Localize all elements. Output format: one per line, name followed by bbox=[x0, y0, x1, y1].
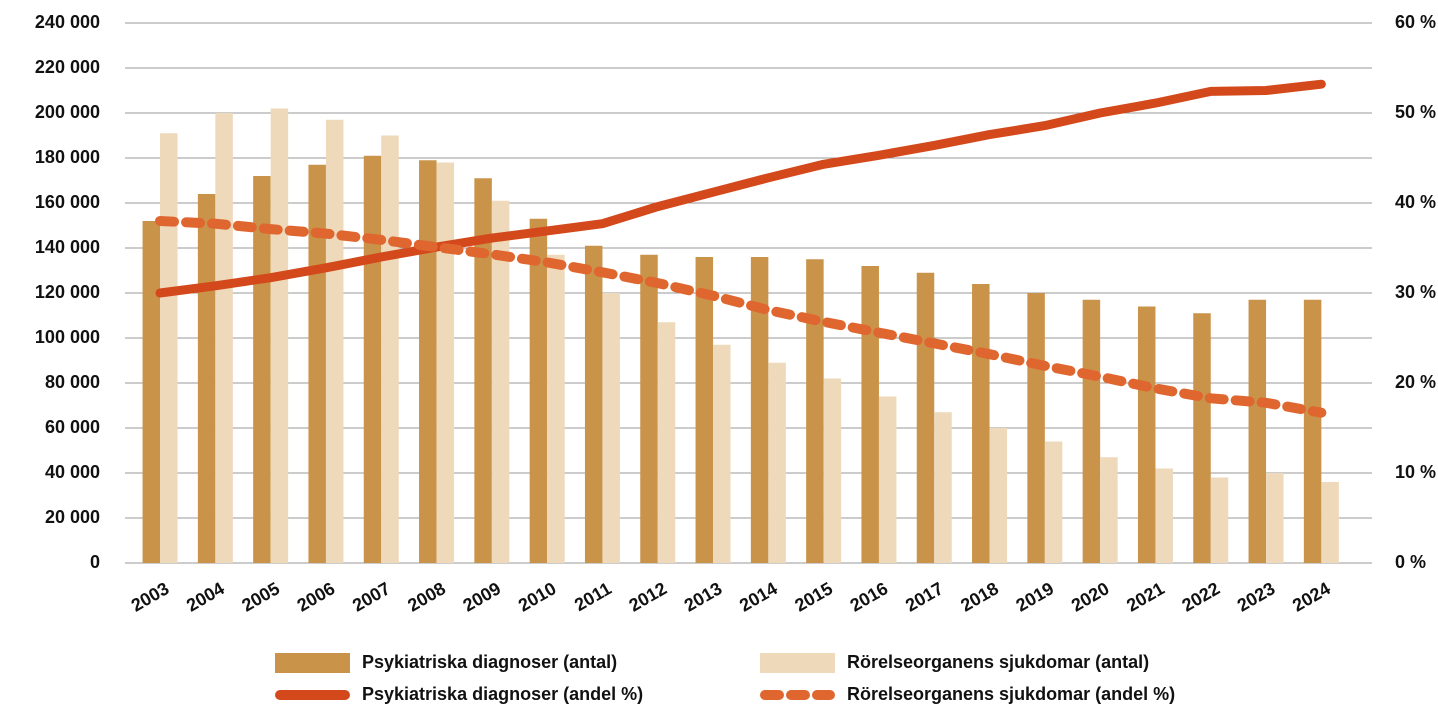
bar bbox=[1193, 313, 1211, 563]
x-tick-label: 2014 bbox=[736, 578, 781, 615]
bar bbox=[878, 396, 897, 563]
x-tick-label: 2005 bbox=[238, 578, 283, 615]
bar bbox=[1248, 299, 1267, 563]
bar bbox=[529, 218, 548, 563]
legend-swatch bbox=[275, 653, 350, 673]
bar bbox=[584, 245, 603, 563]
bar bbox=[916, 272, 935, 563]
y2-tick-label: 0 % bbox=[1395, 552, 1426, 572]
bar bbox=[308, 164, 326, 563]
bar bbox=[1044, 441, 1063, 563]
x-tick-label: 2016 bbox=[847, 578, 892, 615]
y2-tick-label: 60 % bbox=[1395, 12, 1436, 32]
y2-tick-label: 10 % bbox=[1395, 462, 1436, 482]
y-tick-label: 40 000 bbox=[45, 462, 100, 482]
legend-label: Psykiatriska diagnoser (andel %) bbox=[362, 684, 643, 704]
bar bbox=[270, 108, 289, 563]
y-tick-label: 0 bbox=[90, 552, 100, 572]
x-tick-label: 2020 bbox=[1068, 578, 1113, 615]
bar bbox=[640, 254, 658, 563]
y-tick-label: 180 000 bbox=[35, 147, 100, 167]
bar bbox=[1210, 477, 1229, 563]
bar bbox=[381, 135, 399, 563]
bar bbox=[160, 133, 178, 563]
y-tick-label: 80 000 bbox=[45, 372, 100, 392]
bar bbox=[768, 362, 786, 563]
bar bbox=[1100, 457, 1118, 563]
x-tick-label: 2008 bbox=[404, 578, 449, 615]
x-tick-label: 2019 bbox=[1013, 578, 1058, 615]
legend-label: Rörelseorganens sjukdomar (antal) bbox=[847, 652, 1149, 672]
legend-label: Psykiatriska diagnoser (antal) bbox=[362, 652, 617, 672]
bar bbox=[142, 221, 161, 563]
bar bbox=[197, 194, 216, 563]
x-tick-label: 2007 bbox=[349, 578, 394, 615]
bar bbox=[1266, 473, 1284, 563]
bar bbox=[861, 266, 879, 563]
bar bbox=[934, 412, 952, 563]
y-tick-label: 100 000 bbox=[35, 327, 100, 347]
bar bbox=[215, 113, 233, 563]
y2-tick-label: 40 % bbox=[1395, 192, 1436, 212]
x-tick-label: 2006 bbox=[294, 578, 339, 615]
bar bbox=[547, 254, 565, 563]
y-tick-label: 60 000 bbox=[45, 417, 100, 437]
legend-swatch bbox=[760, 653, 835, 673]
bar bbox=[419, 160, 437, 563]
bar bbox=[363, 155, 382, 563]
x-tick-label: 2012 bbox=[625, 578, 670, 615]
y2-tick-label: 20 % bbox=[1395, 372, 1436, 392]
x-tick-label: 2018 bbox=[957, 578, 1002, 615]
x-tick-label: 2023 bbox=[1234, 578, 1279, 615]
bar bbox=[325, 119, 344, 563]
bar bbox=[806, 259, 824, 563]
bar bbox=[713, 344, 731, 563]
x-tick-label: 2021 bbox=[1123, 578, 1168, 615]
bar bbox=[1137, 306, 1156, 563]
bar bbox=[989, 428, 1008, 563]
x-tick-label: 2015 bbox=[791, 578, 836, 615]
bar bbox=[1303, 299, 1322, 563]
x-tick-label: 2017 bbox=[902, 578, 947, 615]
x-tick-label: 2024 bbox=[1289, 578, 1334, 615]
bar bbox=[436, 162, 455, 563]
x-tick-label: 2013 bbox=[681, 578, 726, 615]
line bbox=[155, 216, 1327, 418]
x-tick-label: 2009 bbox=[460, 578, 505, 615]
bar bbox=[657, 322, 676, 563]
x-tick-label: 2022 bbox=[1178, 578, 1223, 615]
bar bbox=[1027, 293, 1045, 563]
y2-tick-label: 50 % bbox=[1395, 102, 1436, 122]
bar bbox=[602, 293, 620, 563]
x-tick-label: 2011 bbox=[571, 578, 615, 615]
bar bbox=[750, 257, 769, 563]
y-tick-label: 20 000 bbox=[45, 507, 100, 527]
bar bbox=[823, 378, 842, 563]
y-tick-label: 200 000 bbox=[35, 102, 100, 122]
y-tick-label: 160 000 bbox=[35, 192, 100, 212]
bar bbox=[1155, 468, 1173, 563]
bar bbox=[491, 200, 510, 563]
bar bbox=[474, 178, 492, 563]
y2-tick-label: 30 % bbox=[1395, 282, 1436, 302]
x-tick-label: 2010 bbox=[515, 578, 560, 615]
x-tick-label: 2003 bbox=[128, 578, 173, 615]
y-tick-label: 220 000 bbox=[35, 57, 100, 77]
y-tick-label: 140 000 bbox=[35, 237, 100, 257]
bar bbox=[695, 257, 714, 563]
bar bbox=[972, 284, 990, 563]
bar bbox=[1082, 299, 1101, 563]
y-tick-label: 120 000 bbox=[35, 282, 100, 302]
line bbox=[155, 79, 1326, 298]
bar bbox=[1321, 482, 1339, 563]
x-tick-label: 2004 bbox=[183, 578, 228, 615]
bar bbox=[253, 176, 271, 563]
legend-label: Rörelseorganens sjukdomar (andel %) bbox=[847, 684, 1175, 704]
y-tick-label: 240 000 bbox=[35, 12, 100, 32]
